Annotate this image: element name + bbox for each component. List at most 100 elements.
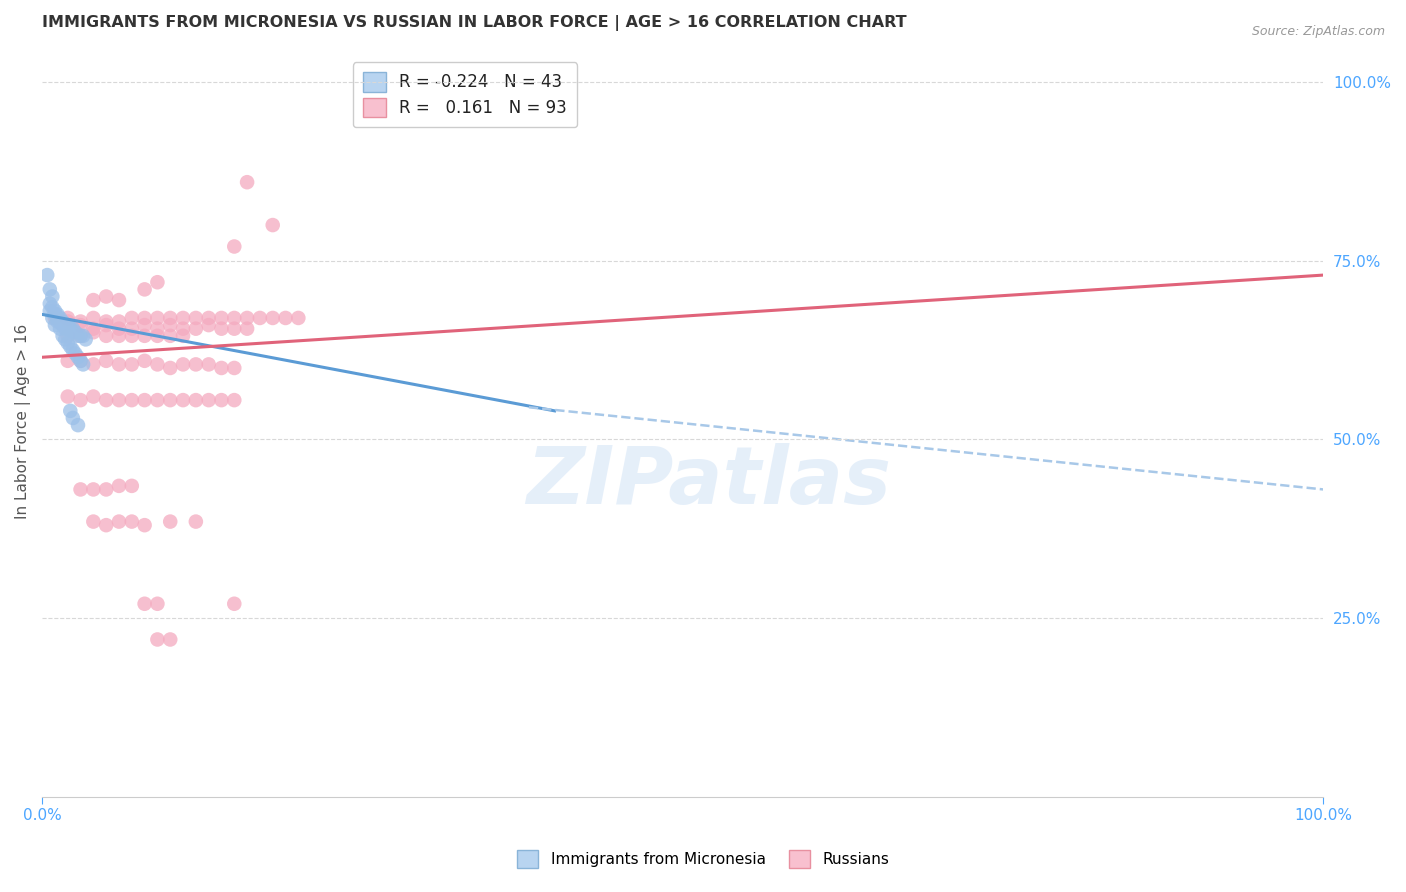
Point [172, 358, 194, 372]
Point [134, 393, 156, 408]
Point [172, 393, 194, 408]
Point [108, 314, 131, 328]
Point [184, 310, 207, 325]
Point [44, 307, 66, 321]
Point [82, 483, 104, 497]
Point [72, 328, 94, 343]
Point [146, 275, 169, 289]
Point [134, 328, 156, 343]
Point [41, 300, 63, 314]
Point [159, 393, 181, 408]
Point [159, 318, 181, 332]
Point [56, 318, 79, 332]
Point [72, 358, 94, 372]
Legend: R = -0.224   N = 43, R =   0.161   N = 93: R = -0.224 N = 43, R = 0.161 N = 93 [353, 62, 576, 128]
Point [159, 632, 181, 647]
Point [69, 328, 91, 343]
Point [62, 321, 84, 335]
Point [236, 310, 259, 325]
Point [184, 358, 207, 372]
Point [211, 361, 233, 376]
Point [236, 321, 259, 335]
Point [56, 390, 79, 404]
Point [59, 339, 82, 353]
Point [62, 343, 84, 357]
Text: IMMIGRANTS FROM MICRONESIA VS RUSSIAN IN LABOR FORCE | AGE > 16 CORRELATION CHAR: IMMIGRANTS FROM MICRONESIA VS RUSSIAN IN… [42, 15, 907, 31]
Point [59, 404, 82, 418]
Point [46, 310, 69, 325]
Point [38, 296, 60, 310]
Point [146, 328, 169, 343]
Point [274, 310, 297, 325]
Point [82, 321, 104, 335]
Point [108, 321, 131, 335]
Point [172, 321, 194, 335]
Point [56, 310, 79, 325]
Point [146, 632, 169, 647]
Point [69, 314, 91, 328]
Point [134, 282, 156, 296]
Point [96, 518, 118, 533]
Point [56, 335, 79, 350]
Point [96, 483, 118, 497]
Point [134, 518, 156, 533]
Point [197, 310, 219, 325]
Point [134, 597, 156, 611]
Point [134, 318, 156, 332]
Point [69, 328, 91, 343]
Point [38, 303, 60, 318]
Point [287, 310, 309, 325]
Point [56, 318, 79, 332]
Point [108, 358, 131, 372]
Point [236, 175, 259, 189]
Text: Source: ZipAtlas.com: Source: ZipAtlas.com [1251, 25, 1385, 38]
Point [44, 303, 66, 318]
Point [146, 393, 169, 408]
Point [41, 289, 63, 303]
Point [41, 310, 63, 325]
Point [82, 293, 104, 307]
Point [96, 318, 118, 332]
Point [184, 393, 207, 408]
Point [52, 314, 75, 328]
Point [53, 321, 76, 335]
Point [69, 318, 91, 332]
Point [49, 321, 72, 335]
Point [224, 321, 246, 335]
Point [108, 479, 131, 493]
Point [121, 479, 143, 493]
Point [121, 310, 143, 325]
Text: ZIPatlas: ZIPatlas [526, 442, 891, 521]
Point [96, 393, 118, 408]
Point [69, 483, 91, 497]
Point [108, 293, 131, 307]
Point [121, 393, 143, 408]
Point [134, 310, 156, 325]
Point [65, 325, 87, 339]
Point [59, 321, 82, 335]
Point [146, 597, 169, 611]
Point [224, 393, 246, 408]
Point [82, 358, 104, 372]
Point [211, 321, 233, 335]
Point [197, 393, 219, 408]
Y-axis label: In Labor Force | Age > 16: In Labor Force | Age > 16 [15, 324, 31, 519]
Point [262, 310, 284, 325]
Point [37, 268, 59, 282]
Point [172, 328, 194, 343]
Point [44, 318, 66, 332]
Point [69, 354, 91, 368]
Point [146, 310, 169, 325]
Point [159, 361, 181, 376]
Point [56, 354, 79, 368]
Point [52, 328, 75, 343]
Point [56, 328, 79, 343]
Point [46, 314, 69, 328]
Point [121, 515, 143, 529]
Point [121, 328, 143, 343]
Point [184, 321, 207, 335]
Point [96, 354, 118, 368]
Point [134, 354, 156, 368]
Point [224, 239, 246, 253]
Point [75, 332, 97, 346]
